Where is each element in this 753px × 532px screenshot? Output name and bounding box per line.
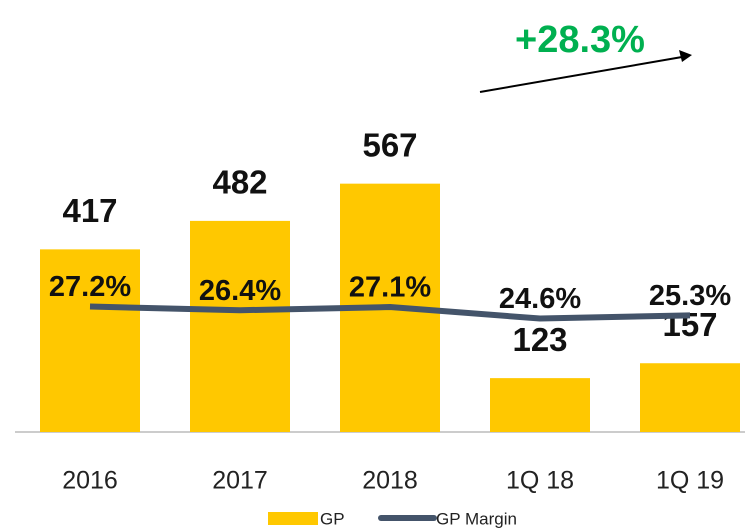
bar — [190, 220, 290, 432]
x-tick-label: 1Q 18 — [506, 467, 574, 495]
margin-value-label: 26.4% — [199, 275, 281, 307]
margin-value-label: 27.2% — [49, 271, 131, 303]
margin-value-label: 27.1% — [349, 272, 431, 304]
bar-value-label: 417 — [62, 192, 117, 229]
annotation-arrow — [479, 56, 683, 93]
bar-value-label: 157 — [662, 306, 717, 343]
bar — [490, 378, 590, 432]
legend-label: GP Margin — [436, 509, 517, 528]
legend-swatch — [268, 512, 318, 525]
bar — [40, 249, 140, 432]
x-tick-label: 2017 — [212, 467, 268, 495]
legend-label: GP — [320, 509, 345, 528]
x-tick-label: 1Q 19 — [656, 467, 724, 495]
margin-value-label: 24.6% — [499, 283, 581, 315]
bar-value-label: 567 — [362, 126, 417, 163]
bar-value-label: 482 — [212, 164, 267, 201]
bar-value-label: 123 — [512, 321, 567, 358]
annotation-arrowhead — [679, 50, 692, 62]
annotation: +28.3% — [515, 19, 645, 61]
bar — [640, 363, 740, 432]
margin-value-label: 25.3% — [649, 280, 731, 312]
margin-line — [89, 303, 691, 322]
x-tick-label: 2016 — [62, 467, 118, 495]
x-tick-label: 2018 — [362, 467, 418, 495]
